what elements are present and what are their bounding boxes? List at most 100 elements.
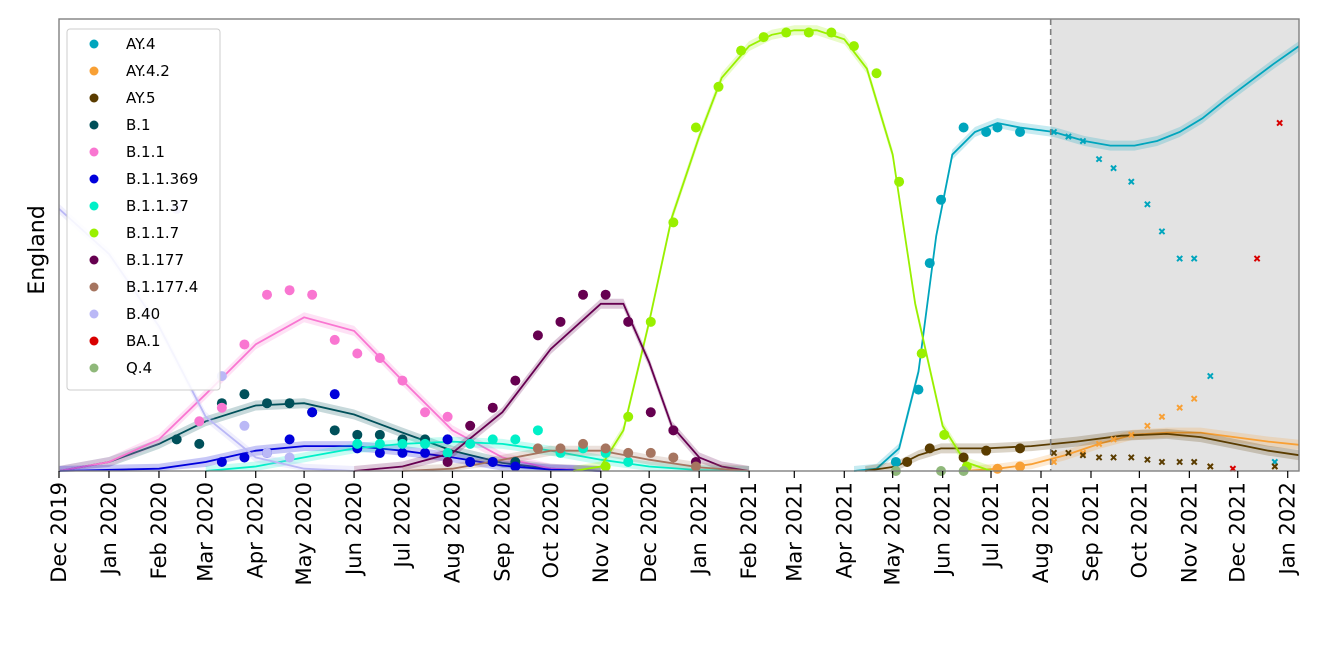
point-B.1.1.7 <box>826 27 837 38</box>
point-B.1.1.37 <box>420 438 431 449</box>
point-B.1.177 <box>555 316 566 327</box>
point-AY.4 <box>913 384 924 395</box>
legend-marker-Q.4 <box>89 363 99 373</box>
forecast-point-AY.4.2 <box>1158 413 1166 421</box>
point-B.1.1.37 <box>623 456 634 467</box>
point-B.1.1.7 <box>645 316 656 327</box>
point-AY.5 <box>924 443 935 454</box>
point-B.1.1.369 <box>510 461 521 472</box>
point-B.1.1.7 <box>916 348 927 359</box>
point-B.1.1.369 <box>397 447 408 458</box>
point-B.40 <box>284 452 295 463</box>
forecast-point-AY.5 <box>1110 454 1117 461</box>
x-tick-label: May 2021 <box>881 482 905 586</box>
legend-marker-B.1.1.37 <box>89 201 99 211</box>
point-B.1.177.4 <box>578 438 589 449</box>
fit-line-B.1.177.4 <box>402 449 750 472</box>
forecast-point-AY.4.2 <box>1176 404 1183 412</box>
legend-label: B.1.177.4 <box>126 278 198 296</box>
point-B.1.177.4 <box>555 443 566 454</box>
point-B.1.177 <box>465 420 476 431</box>
legend-label: B.1.1.7 <box>126 224 179 242</box>
plot-frame <box>58 18 1300 472</box>
legend-label: AY.5 <box>126 89 156 107</box>
x-tick-label: Feb 2021 <box>737 482 761 579</box>
x-tick-label: Jun 2020 <box>342 482 366 577</box>
point-AY.4 <box>924 258 935 269</box>
legend-label: B.40 <box>126 305 160 323</box>
x-tick-label: Feb 2020 <box>147 482 171 579</box>
x-tick-label: Jul 2021 <box>979 482 1003 569</box>
forecast-point-AY.4.2 <box>1190 395 1198 402</box>
legend-marker-B.1.1.369 <box>89 174 99 184</box>
point-B.1.1 <box>329 334 340 345</box>
forecast-point-AY.4 <box>1144 201 1151 208</box>
point-B.1.177.4 <box>532 443 543 454</box>
point-B.1.1.7 <box>736 45 747 56</box>
x-tick-label: Dec 2019 <box>47 482 71 583</box>
point-B.1.177.4 <box>668 452 679 463</box>
point-B.1.1.37 <box>510 434 521 445</box>
x-tick-label: Dec 2021 <box>1226 482 1250 583</box>
confidence-band-AY.5 <box>865 428 1299 471</box>
forecast-point-AY.5 <box>1271 463 1279 470</box>
point-B.1.1 <box>352 348 363 359</box>
forecast-point-AY.4 <box>1050 128 1058 136</box>
forecast-point-AY.4.2 <box>1144 422 1151 430</box>
fit-line-B.1.1.37 <box>205 440 750 472</box>
point-AY.4 <box>992 122 1003 133</box>
legend-marker-B.1.1 <box>89 147 99 157</box>
x-tick-label: Oct 2020 <box>539 482 563 578</box>
point-B.1.1.7 <box>668 217 679 228</box>
x-tick-label: Nov 2020 <box>589 482 613 583</box>
forecast-point-AY.4 <box>1207 372 1214 380</box>
forecast-point-AY.5 <box>1144 456 1151 464</box>
forecast-point-BA.1 <box>1276 119 1283 127</box>
legend-marker-B.1.1.7 <box>89 228 99 238</box>
point-B.1.177.4 <box>600 443 611 454</box>
legend-marker-AY.5 <box>89 93 99 103</box>
fit-line-AY.5 <box>865 432 1300 472</box>
legend-marker-AY.4 <box>89 39 99 49</box>
point-B.40 <box>262 447 273 458</box>
legend: AY.4 AY.4.2 AY.5 B.1 B.1.1 B.1.1.369 B.1.1.37 B… <box>66 28 221 391</box>
point-B.1.1.7 <box>690 122 701 133</box>
forecast-point-AY.5 <box>1158 458 1166 466</box>
x-tick-label: Sep 2021 <box>1079 482 1103 582</box>
forecast-point-AY.4 <box>1127 178 1135 186</box>
point-B.1.1.37 <box>352 438 363 449</box>
point-B.1.1 <box>262 289 273 300</box>
point-B.1.1 <box>194 416 205 427</box>
x-tick-label: Apr 2021 <box>832 482 856 578</box>
point-B.1.1.7 <box>803 27 814 38</box>
y-axis-label: England <box>25 205 50 294</box>
forecast-region <box>1050 19 1299 471</box>
forecast-point-AY.4.2 <box>1110 436 1117 443</box>
point-B.1.1 <box>284 285 295 296</box>
point-B.1.1.369 <box>284 434 295 445</box>
point-B.1.1.369 <box>465 456 476 467</box>
x-tick-label: Apr 2020 <box>244 482 268 578</box>
point-B.1.1.7 <box>848 41 859 52</box>
legend-marker-B.1 <box>89 120 99 130</box>
forecast-point-AY.5 <box>1050 449 1058 457</box>
point-B.1 <box>352 429 363 440</box>
x-tick-label: Sep 2020 <box>490 482 514 582</box>
forecast-point-AY.5 <box>1095 454 1103 461</box>
forecast-point-AY.4.2 <box>1127 431 1135 439</box>
legend-label: B.1 <box>126 116 151 134</box>
x-tick-label: Oct 2021 <box>1127 482 1151 578</box>
legend-label: BA.1 <box>126 332 161 350</box>
x-tick-label: Jan 2021 <box>687 482 711 577</box>
point-B.1 <box>239 389 250 400</box>
forecast-point-AY.4 <box>1158 228 1166 235</box>
point-B.1.1.37 <box>397 438 408 449</box>
point-B.1.1.7 <box>894 176 905 187</box>
x-tick-label: Jan 2022 <box>1276 482 1300 577</box>
point-B.1 <box>374 429 385 440</box>
point-B.1.177.4 <box>645 447 656 458</box>
forecast-point-AY.4.2 <box>1095 440 1103 448</box>
confidence-band-B.1.1.37 <box>205 436 750 471</box>
point-B.1 <box>171 434 182 445</box>
point-B.1.1.369 <box>374 447 385 458</box>
